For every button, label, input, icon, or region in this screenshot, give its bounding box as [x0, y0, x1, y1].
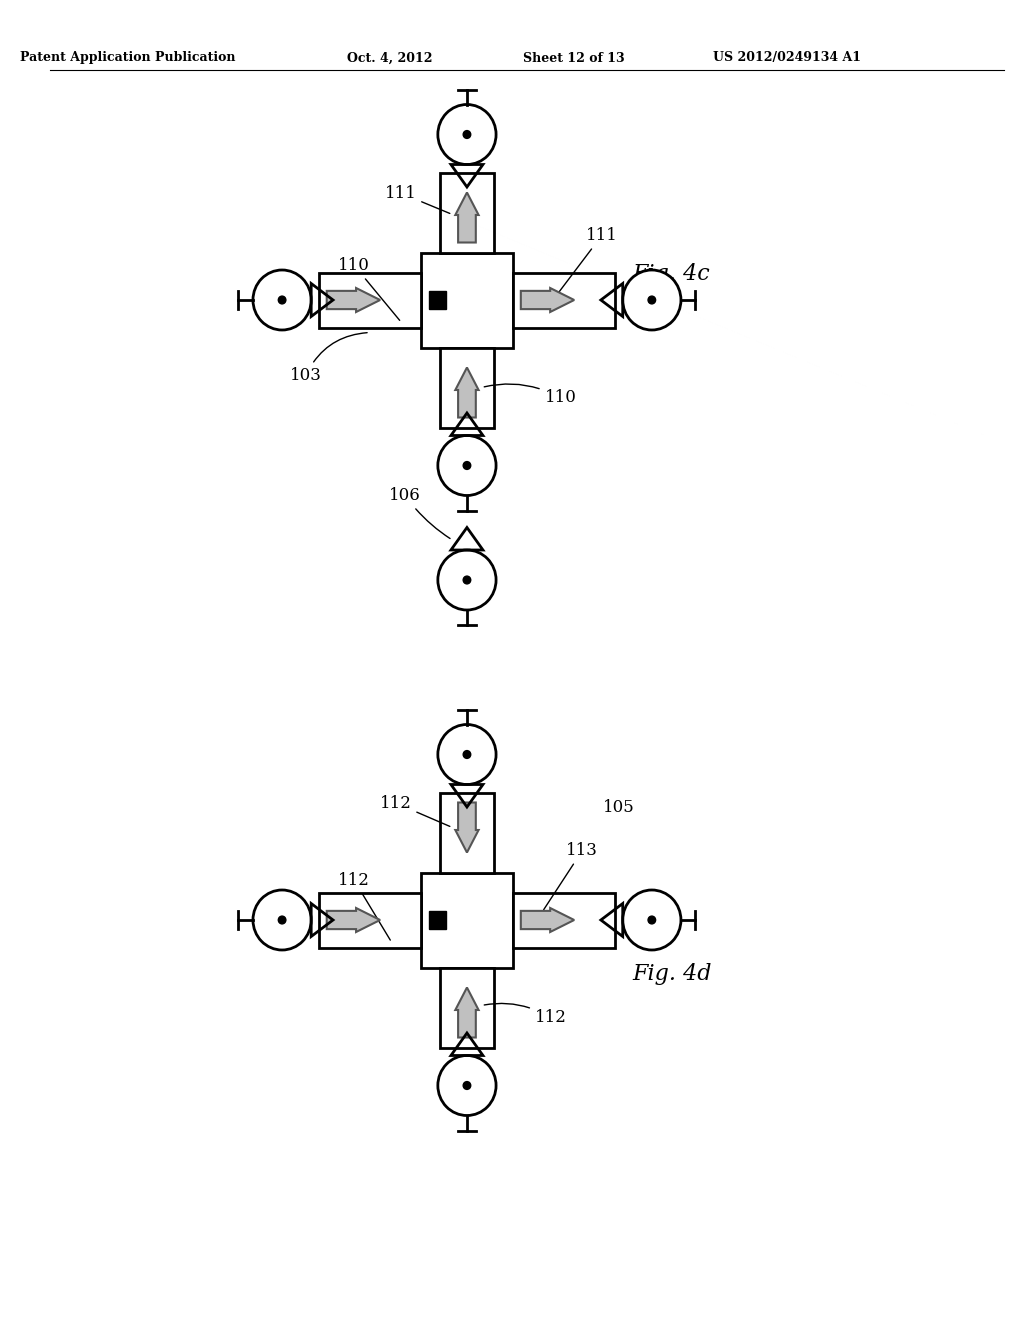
Bar	[440, 968, 494, 1048]
Text: Patent Application Publication: Patent Application Publication	[19, 51, 236, 65]
Polygon shape	[327, 288, 380, 312]
Circle shape	[623, 890, 681, 950]
Circle shape	[648, 916, 655, 924]
Text: Sheet 12 of 13: Sheet 12 of 13	[523, 51, 625, 65]
Text: 103: 103	[290, 333, 368, 384]
Polygon shape	[327, 908, 380, 932]
Text: 110: 110	[484, 384, 577, 407]
Polygon shape	[456, 193, 478, 243]
Bar	[318, 272, 421, 327]
Circle shape	[463, 462, 471, 470]
Polygon shape	[456, 987, 478, 1038]
Text: Fig. 4c: Fig. 4c	[632, 263, 710, 285]
Polygon shape	[521, 908, 574, 932]
Text: 111: 111	[558, 227, 617, 293]
Bar	[318, 892, 421, 948]
Bar	[440, 347, 494, 428]
Polygon shape	[456, 803, 478, 853]
Bar	[421, 873, 513, 968]
Bar	[513, 272, 615, 327]
Polygon shape	[521, 288, 574, 312]
Circle shape	[253, 271, 311, 330]
Circle shape	[463, 576, 471, 583]
Bar	[429, 911, 446, 929]
Text: Fig. 4d: Fig. 4d	[632, 964, 712, 985]
Circle shape	[463, 751, 471, 759]
Text: 112: 112	[484, 1003, 566, 1027]
Text: 112: 112	[380, 795, 450, 826]
Text: 113: 113	[544, 842, 598, 909]
Text: 111: 111	[384, 185, 450, 214]
Circle shape	[438, 436, 496, 495]
Circle shape	[279, 296, 286, 304]
Text: 106: 106	[389, 487, 451, 539]
Circle shape	[648, 296, 655, 304]
Circle shape	[279, 916, 286, 924]
Bar	[440, 792, 494, 873]
Circle shape	[623, 271, 681, 330]
Circle shape	[438, 104, 496, 165]
Bar	[440, 173, 494, 252]
Bar	[421, 252, 513, 347]
Circle shape	[438, 725, 496, 784]
Text: US 2012/0249134 A1: US 2012/0249134 A1	[713, 51, 861, 65]
Bar	[513, 892, 615, 948]
Polygon shape	[456, 367, 478, 417]
Circle shape	[253, 890, 311, 950]
Text: Oct. 4, 2012: Oct. 4, 2012	[346, 51, 432, 65]
Text: 110: 110	[338, 257, 399, 321]
Circle shape	[438, 1056, 496, 1115]
Circle shape	[438, 550, 496, 610]
Text: 112: 112	[338, 873, 390, 940]
Circle shape	[463, 131, 471, 139]
Text: 105: 105	[603, 800, 635, 817]
Circle shape	[463, 1081, 471, 1089]
Bar	[429, 290, 446, 309]
